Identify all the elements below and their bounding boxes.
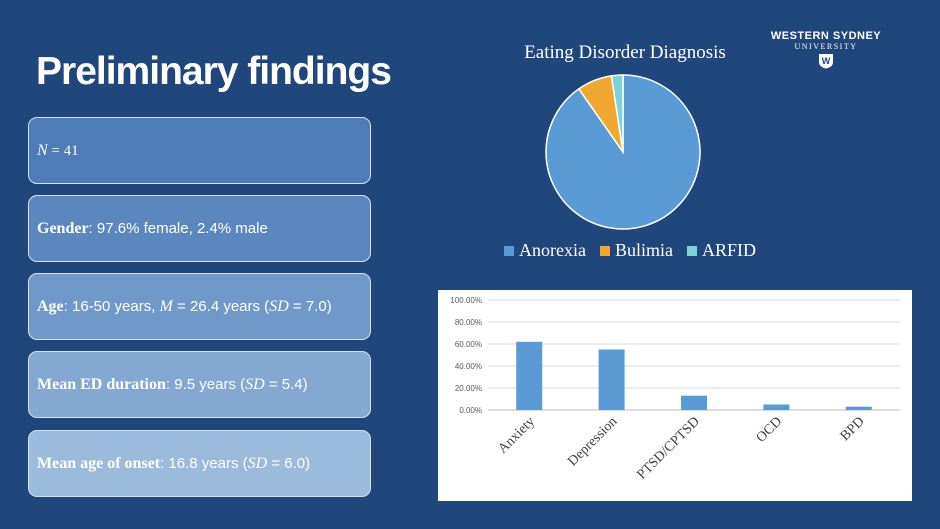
gender-label: Gender: [37, 220, 89, 237]
x-tick-label: BPD: [838, 414, 868, 444]
finding-age-of-onset: Mean age of onset: 16.8 years (SD = 6.0): [28, 430, 371, 497]
n-label: N: [37, 141, 48, 159]
bar-anxiety: [516, 341, 543, 410]
finding-ed-duration: Mean ED duration: 9.5 years (SD = 5.4): [28, 351, 371, 418]
y-tick-label: 60.00%: [455, 340, 482, 349]
n-value: = 41: [47, 142, 79, 159]
university-logo: WESTERN SYDNEY UNIVERSITY W: [766, 30, 886, 69]
onset-sd: = 6.0): [267, 455, 311, 472]
legend-item-anorexia: Anorexia: [504, 240, 586, 261]
gender-value: : 97.6% female, 2.4% male: [88, 220, 268, 237]
pie-legend: Anorexia Bulimia ARFID: [480, 240, 780, 261]
diagnosis-pie-chart: Eating Disorder Diagnosis Anorexia Bulimi…: [470, 38, 800, 270]
bar-ocd: [763, 404, 790, 410]
age-mean-symbol: M: [159, 298, 173, 315]
slide-title: Preliminary findings: [36, 50, 392, 93]
comorbidity-bar-chart: 0.00% 20.00% 40.00% 60.00% 80.00% 100.00% Anxi…: [438, 290, 912, 501]
y-tick-label: 0.00%: [459, 406, 482, 415]
x-tick-label: PTSD/CPTSD: [634, 414, 702, 482]
pie-slice-arfid: [610, 74, 624, 153]
logo-mark: W: [822, 56, 831, 66]
onset-value: : 16.8 years (: [160, 455, 248, 472]
y-tick-label: 40.00%: [455, 362, 482, 371]
legend-item-arfid: ARFID: [686, 240, 756, 261]
y-tick-label: 80.00%: [455, 318, 482, 327]
finding-gender: Gender: 97.6% female, 2.4% male: [28, 195, 371, 262]
onset-sd-symbol: SD: [247, 455, 268, 472]
age-range: : 16-50 years,: [63, 298, 160, 315]
bar-svg: 0.00% 20.00% 40.00% 60.00% 80.00% 100.00% Anxi…: [450, 296, 900, 483]
finding-sample-size: N = 41: [28, 117, 371, 184]
pie-title: Eating Disorder Diagnosis: [524, 42, 726, 63]
age-sd-symbol: SD: [269, 298, 289, 315]
y-tick-label: 100.00%: [450, 296, 482, 305]
legend-swatch-arfid: [686, 245, 697, 256]
bar-bpd: [845, 406, 872, 410]
y-tick-label: 20.00%: [455, 384, 482, 393]
x-tick-label: Anxiety: [496, 414, 539, 457]
x-tick-label: Depression: [565, 414, 620, 469]
legend-label-arfid: ARFID: [701, 240, 756, 260]
duration-sd: = 5.4): [264, 376, 308, 393]
age-sd: = 7.0): [288, 298, 332, 315]
bar-ptsd-cptsd: [681, 395, 707, 410]
bar-depression: [598, 349, 625, 410]
legend-label-bulimia: Bulimia: [614, 240, 673, 260]
duration-label: Mean ED duration: [37, 376, 166, 393]
legend-swatch-anorexia: [504, 245, 514, 256]
finding-age: Age: 16-50 years, M = 26.4 years (SD = 7…: [28, 273, 371, 340]
age-mean: = 26.4 years (: [172, 298, 270, 315]
logo-line-2: UNIVERSITY: [794, 42, 858, 51]
logo-line-1: WESTERN SYDNEY: [770, 30, 882, 42]
duration-sd-symbol: SD: [245, 376, 265, 393]
legend-item-bulimia: Bulimia: [599, 240, 673, 261]
x-tick-label: OCD: [754, 414, 786, 446]
onset-label: Mean age of onset: [37, 455, 161, 472]
logo-shield-icon: W: [819, 54, 833, 69]
age-label: Age: [37, 298, 64, 315]
pie-svg: [545, 74, 701, 230]
legend-label-anorexia: Anorexia: [519, 240, 586, 260]
duration-value: : 9.5 years (: [165, 376, 246, 393]
legend-swatch-bulimia: [599, 245, 610, 256]
